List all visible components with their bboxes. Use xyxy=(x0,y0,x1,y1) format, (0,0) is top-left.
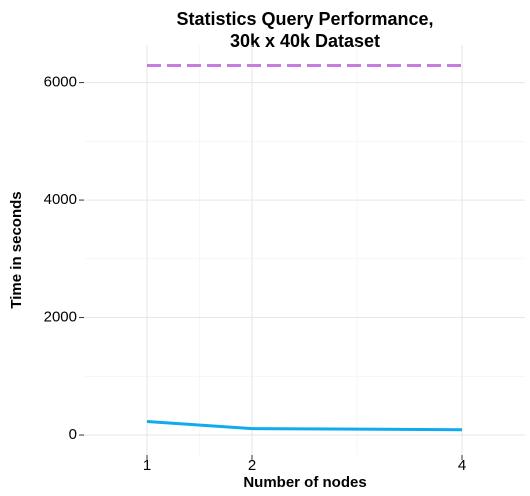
x-tick-label: 1 xyxy=(143,457,151,474)
x-tick-label: 2 xyxy=(248,457,256,474)
y-tick-label: 4000 xyxy=(44,191,77,208)
x-tick-label: 4 xyxy=(458,457,466,474)
y-axis-title: Time in seconds xyxy=(8,191,25,308)
chart-title: 30k x 40k Dataset xyxy=(230,31,380,51)
y-tick-label: 2000 xyxy=(44,309,77,326)
y-tick-label: 0 xyxy=(69,426,77,443)
x-axis-title: Number of nodes xyxy=(243,474,366,491)
line-series xyxy=(146,420,463,432)
y-tick-label: 6000 xyxy=(44,74,77,91)
chart-title: Statistics Query Performance, xyxy=(176,9,433,29)
